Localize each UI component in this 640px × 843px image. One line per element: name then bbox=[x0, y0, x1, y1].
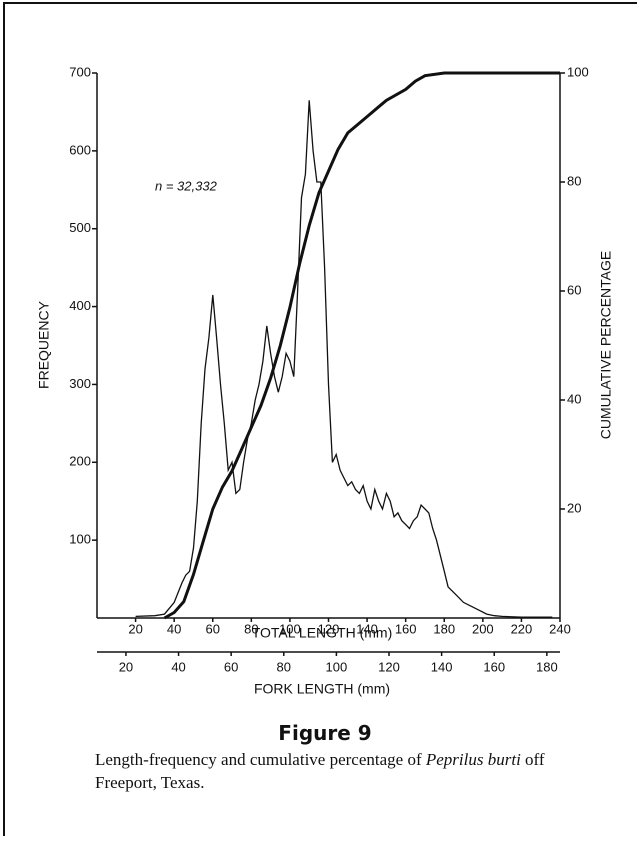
x-tick-label: 100 bbox=[279, 621, 301, 636]
x2-tick-label: 40 bbox=[171, 659, 185, 674]
x-axis-label: TOTAL LENGTH (mm) bbox=[252, 625, 393, 641]
x2-tick-label: 80 bbox=[277, 659, 291, 674]
caption-text: off Freeport, Texas. bbox=[95, 750, 545, 792]
x-tick-label: 180 bbox=[433, 621, 455, 636]
x-tick-label: 200 bbox=[472, 621, 494, 636]
x2-tick-label: 140 bbox=[431, 659, 453, 674]
y2-axis-label: CUMULATIVE PERCENTAGE bbox=[598, 251, 614, 440]
y-tick-label: 500 bbox=[69, 220, 91, 235]
x2-tick-label: 180 bbox=[536, 659, 558, 674]
caption-text: Length-frequency and cumulative percenta… bbox=[95, 750, 422, 769]
y2-tick-label: 80 bbox=[567, 173, 581, 188]
y2-tick-label: 100 bbox=[567, 64, 589, 79]
series-line bbox=[163, 71, 560, 620]
x-tick-label: 20 bbox=[128, 621, 142, 636]
y-tick-label: 600 bbox=[69, 142, 91, 157]
x2-tick-label: 160 bbox=[483, 659, 505, 674]
annotation: n = 32,332 bbox=[155, 178, 218, 193]
x2-axis-label: FORK LENGTH (mm) bbox=[254, 681, 390, 697]
x-tick-label: 160 bbox=[395, 621, 417, 636]
y-tick-label: 400 bbox=[69, 298, 91, 313]
caption: Length-frequency and cumulative percenta… bbox=[95, 748, 555, 794]
y2-tick-label: 60 bbox=[567, 282, 581, 297]
x-tick-label: 220 bbox=[511, 621, 533, 636]
y2-tick-label: 40 bbox=[567, 391, 581, 406]
y-tick-label: 700 bbox=[69, 64, 91, 79]
x-tick-label: 240 bbox=[549, 621, 571, 636]
y-axis-label: FREQUENCY bbox=[36, 300, 52, 389]
caption-species: Peprilus burti bbox=[425, 750, 521, 769]
figure-label: Figure 9 bbox=[278, 721, 372, 745]
series-line bbox=[135, 100, 553, 618]
x2-tick-label: 60 bbox=[224, 659, 238, 674]
x-tick-label: 120 bbox=[318, 621, 340, 636]
y2-tick-label: 20 bbox=[567, 500, 581, 515]
y-tick-label: 100 bbox=[69, 532, 91, 547]
y-tick-label: 300 bbox=[69, 376, 91, 391]
x2-tick-label: 100 bbox=[326, 659, 348, 674]
x-tick-label: 140 bbox=[356, 621, 378, 636]
x2-tick-label: 120 bbox=[378, 659, 400, 674]
x-tick-label: 80 bbox=[244, 621, 258, 636]
x-tick-label: 60 bbox=[206, 621, 220, 636]
y-tick-label: 200 bbox=[69, 454, 91, 469]
x2-tick-label: 20 bbox=[119, 659, 133, 674]
x-tick-label: 40 bbox=[167, 621, 181, 636]
